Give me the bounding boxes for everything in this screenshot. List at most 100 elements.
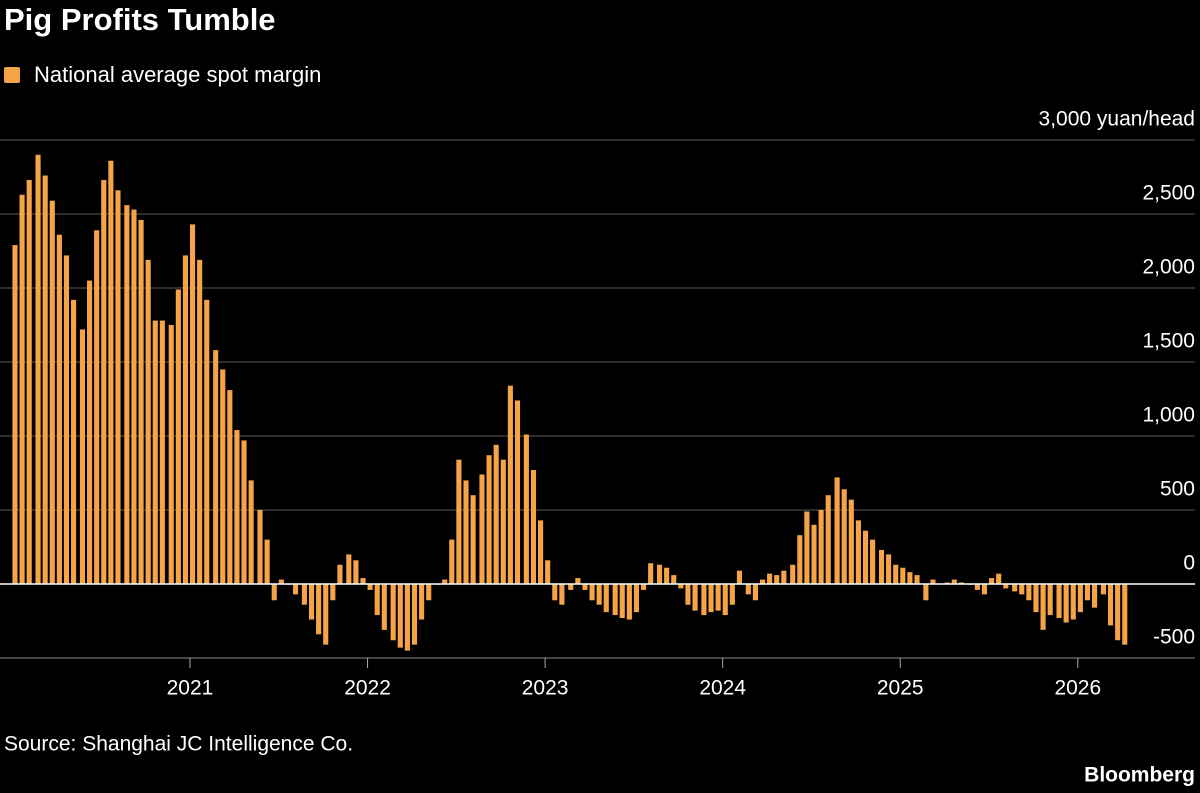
bar [530, 470, 537, 584]
bar [175, 289, 181, 584]
bar [989, 578, 995, 584]
bar [1070, 584, 1076, 620]
bar [589, 584, 595, 601]
bar [360, 578, 366, 584]
bar [292, 584, 299, 595]
bar [996, 573, 1002, 584]
bar [552, 584, 558, 601]
bar [619, 584, 625, 619]
bar [678, 584, 684, 589]
bar [1003, 584, 1009, 589]
bar [108, 160, 114, 584]
y-tick-label: 1,000 [1142, 404, 1195, 427]
bar [71, 299, 77, 584]
bar [664, 567, 670, 584]
bar [790, 564, 796, 584]
bar [568, 584, 574, 590]
bar [834, 477, 840, 584]
bar [390, 584, 396, 641]
bar [1063, 584, 1069, 623]
bar [736, 570, 743, 584]
bar [596, 584, 602, 605]
y-tick-label: 3,000 yuan/head [1039, 108, 1195, 131]
bar [1107, 584, 1114, 626]
y-tick-label: 2,000 [1142, 256, 1195, 279]
bar [381, 584, 387, 630]
bar [781, 570, 787, 584]
bar [729, 584, 735, 605]
bar [825, 495, 831, 584]
x-tick-label: 2022 [344, 677, 391, 700]
bar [278, 579, 284, 584]
bar [1077, 584, 1083, 613]
bar [870, 539, 876, 584]
bar [708, 584, 714, 613]
legend-swatch [4, 67, 20, 83]
bar [1019, 584, 1025, 595]
bar [316, 584, 322, 635]
bar [914, 575, 920, 584]
bar [923, 584, 929, 601]
bar [426, 584, 432, 601]
bar [257, 510, 263, 584]
x-tick-label: 2026 [1054, 677, 1101, 700]
bar [145, 259, 151, 584]
bar [323, 584, 329, 645]
bar [797, 535, 803, 584]
bar [641, 584, 647, 590]
bar [442, 579, 448, 584]
bar [367, 584, 373, 590]
bar [101, 179, 107, 584]
bar [19, 194, 25, 584]
bar [981, 584, 988, 595]
bar [752, 584, 758, 601]
bar [248, 480, 254, 584]
bar [1056, 584, 1062, 619]
bar [767, 573, 773, 584]
bar [893, 564, 899, 584]
bar [722, 584, 728, 616]
bar [907, 572, 913, 584]
bar [197, 259, 203, 584]
bar [685, 584, 691, 605]
bar [575, 578, 581, 584]
bar [1092, 584, 1098, 608]
bar [811, 524, 817, 584]
bar [671, 575, 677, 584]
bar [1084, 584, 1091, 601]
bar [79, 329, 86, 584]
bar [886, 554, 892, 584]
y-tick-label: 1,500 [1142, 330, 1195, 353]
bar [353, 560, 359, 584]
bar [759, 579, 766, 584]
bar [633, 584, 640, 613]
bar [493, 444, 499, 584]
bar [138, 219, 144, 585]
bar [1033, 584, 1039, 613]
bar [220, 369, 226, 584]
bar [626, 584, 632, 620]
x-tick-label: 2021 [167, 677, 214, 700]
bar [168, 325, 174, 584]
bar [337, 564, 343, 584]
bar [241, 440, 247, 584]
bar [1026, 584, 1032, 601]
bar [470, 495, 476, 584]
bar [486, 455, 492, 584]
credit: Bloomberg [1084, 764, 1195, 787]
bar [182, 255, 189, 584]
bar [419, 584, 425, 620]
bar [715, 584, 721, 611]
bar [49, 200, 55, 584]
bar [374, 584, 380, 616]
bar [124, 205, 130, 584]
y-tick-label: -500 [1153, 626, 1195, 649]
bar [648, 563, 654, 584]
bar [12, 245, 18, 584]
bar [1047, 584, 1053, 616]
bar [774, 575, 780, 584]
bar [1100, 584, 1107, 595]
bar [804, 511, 810, 584]
